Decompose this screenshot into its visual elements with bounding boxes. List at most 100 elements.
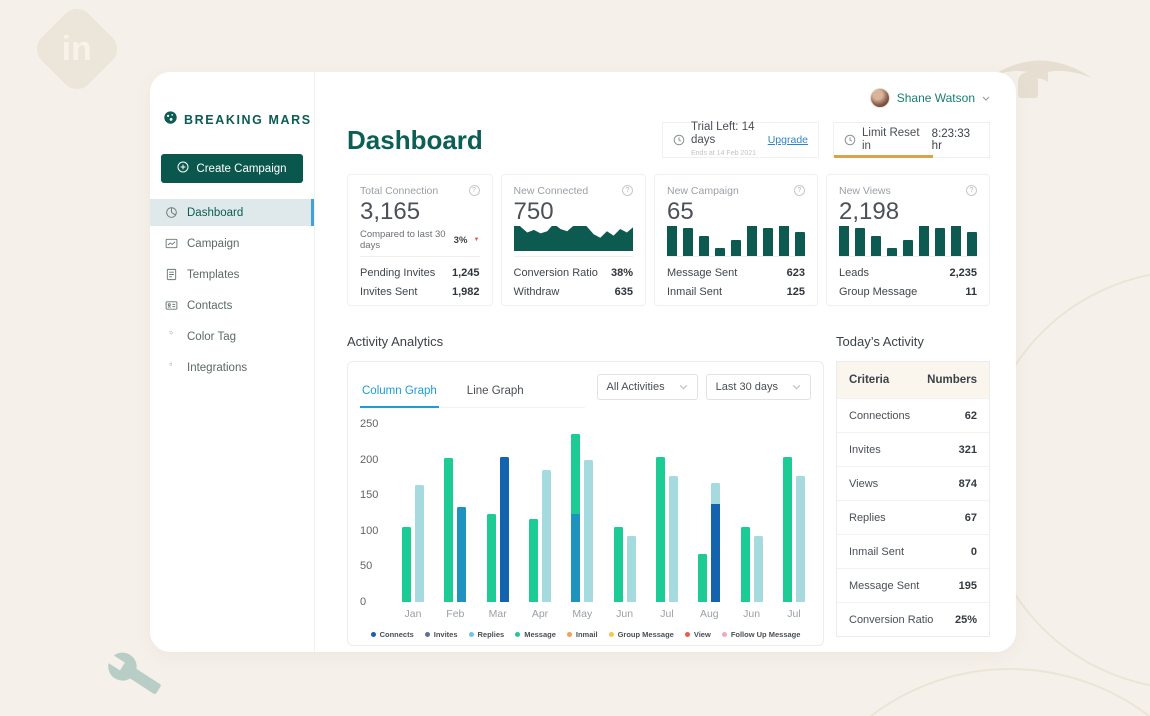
legend-label: Replies xyxy=(477,630,505,639)
table-row: Conversion Ratio 25% xyxy=(837,602,989,636)
mini-bar xyxy=(715,248,725,256)
app-window: BREAKING MARS Create Campaign Dashboard C… xyxy=(150,72,1016,652)
legend-item[interactable]: Inmail xyxy=(566,630,598,639)
sidebar-item-color-tag[interactable]: Color Tag xyxy=(150,323,314,350)
create-campaign-button[interactable]: Create Campaign xyxy=(161,154,303,183)
x-axis-label: Jun xyxy=(616,608,634,620)
chart-bar-group: Jun xyxy=(740,424,763,620)
y-tick: 100 xyxy=(360,524,379,537)
x-axis-label: Mar xyxy=(488,608,507,620)
stat-card-rows: Message Sent 623 Inmail Sent 125 xyxy=(667,256,805,301)
legend-label: Invites xyxy=(433,630,458,639)
sidebar-item-templates[interactable]: Templates xyxy=(150,261,314,288)
stat-card-value: 2,198 xyxy=(839,198,900,225)
stat-row-label: Inmail Sent xyxy=(667,285,723,298)
legend-item[interactable]: View xyxy=(684,630,711,639)
limit-progress-bar xyxy=(834,155,934,158)
stat-row: Group Message 11 xyxy=(839,282,977,301)
legend-label: Message xyxy=(524,630,556,639)
mini-bar xyxy=(731,240,741,256)
templates-icon xyxy=(164,268,178,281)
sidebar-item-contacts[interactable]: Contacts xyxy=(150,292,314,319)
help-icon[interactable]: ? xyxy=(468,185,480,196)
trial-box: Trial Left: 14 days Ends at 14 Feb 2021 … xyxy=(662,121,819,158)
bar-segment xyxy=(782,457,792,602)
stat-card-title: New Campaign xyxy=(667,185,739,197)
analytics-toolbar: Column Graph Line Graph All Activities Las… xyxy=(348,362,823,408)
dashboard-icon xyxy=(164,206,178,219)
legend-dot xyxy=(684,632,690,637)
stat-card-chart-area xyxy=(667,226,805,256)
stat-row: Inmail Sent 125 xyxy=(667,282,805,301)
sidebar-item-campaign[interactable]: Campaign xyxy=(150,230,314,257)
tab-column-graph[interactable]: Column Graph xyxy=(360,381,439,408)
help-icon[interactable]: ? xyxy=(622,185,633,196)
row-label: Inmail Sent xyxy=(849,545,905,558)
help-icon[interactable]: ? xyxy=(794,185,805,196)
bar-segment xyxy=(402,527,411,602)
mini-bar xyxy=(887,248,897,256)
stat-row: Message Sent 623 xyxy=(667,263,805,282)
legend-item[interactable]: Message xyxy=(515,630,556,639)
chart-bar-group: Aug xyxy=(698,424,721,620)
analytics-heading: Activity Analytics xyxy=(347,334,444,349)
stat-row: Leads 2,235 xyxy=(839,263,977,282)
stat-row-value: 1,245 xyxy=(451,266,480,279)
stat-row-label: Pending Invites xyxy=(360,266,436,279)
bar-segment xyxy=(457,507,467,602)
user-menu[interactable]: Shane Watson xyxy=(347,86,990,110)
chevron-down-icon xyxy=(792,384,801,390)
legend-item[interactable]: Group Message xyxy=(608,630,674,639)
bar-segment xyxy=(655,457,665,602)
x-axis-label: Jun xyxy=(743,608,761,620)
sidebar-item-dashboard[interactable]: Dashboard xyxy=(150,199,314,226)
chart-bar xyxy=(613,527,623,602)
stat-row-value: 2,235 xyxy=(949,266,977,279)
legend-item[interactable]: Follow Up Message xyxy=(721,630,800,639)
chart-bar xyxy=(402,527,411,602)
row-value: 67 xyxy=(964,511,977,524)
bar-segment xyxy=(740,527,750,602)
stat-card-chart-area xyxy=(839,226,977,256)
y-tick: 0 xyxy=(360,596,367,608)
mini-bar-chart xyxy=(839,226,977,256)
bar-segment xyxy=(584,460,594,602)
stat-row: Withdraw 635 xyxy=(514,282,634,301)
legend-item[interactable]: Replies xyxy=(468,630,505,639)
bar-segment xyxy=(698,554,708,602)
stat-row-value: 38% xyxy=(610,266,633,279)
upgrade-link[interactable]: Upgrade xyxy=(767,134,808,146)
chart-bar xyxy=(415,485,424,602)
mini-bar xyxy=(951,226,961,256)
trial-sub: Ends at 14 Feb 2021 xyxy=(691,150,756,158)
stat-card: New Connected? 750 Conversion Ratio 38% With… xyxy=(500,174,646,306)
sidebar-item-integrations[interactable]: Integrations xyxy=(150,354,314,381)
campaign-icon xyxy=(164,237,178,250)
legend-item[interactable]: Invites xyxy=(424,630,458,639)
mini-bar xyxy=(763,228,773,256)
row-value: 62 xyxy=(964,409,977,422)
row-value: 874 xyxy=(958,477,977,490)
page-title: Dashboard xyxy=(347,124,483,155)
stat-card-value: 3,165 xyxy=(360,198,421,225)
bar-segment xyxy=(528,519,538,602)
stat-row: Conversion Ratio 38% xyxy=(514,263,634,282)
sidebar-item-label: Integrations xyxy=(187,361,248,374)
filter-dropdown-all-activities[interactable]: All Activities xyxy=(596,374,698,400)
user-name: Shane Watson xyxy=(896,91,975,105)
help-icon[interactable]: ? xyxy=(966,185,977,196)
tab-line-graph[interactable]: Line Graph xyxy=(466,385,524,397)
mini-bar-chart xyxy=(667,226,805,256)
stat-row-label: Leads xyxy=(839,266,869,279)
filter-dropdown-last-30-days[interactable]: Last 30 days xyxy=(705,374,811,400)
legend-dot xyxy=(370,632,376,637)
x-axis-label: Jul xyxy=(787,608,801,620)
legend-label: Group Message xyxy=(617,630,674,639)
wrench-watermark-icon xyxy=(108,648,161,705)
mini-bar xyxy=(871,236,881,256)
chart-bar xyxy=(698,554,708,602)
chart-bar xyxy=(753,536,763,602)
legend-item[interactable]: Connects xyxy=(370,630,414,639)
header-info-boxes: Trial Left: 14 days Ends at 14 Feb 2021 … xyxy=(662,121,990,158)
